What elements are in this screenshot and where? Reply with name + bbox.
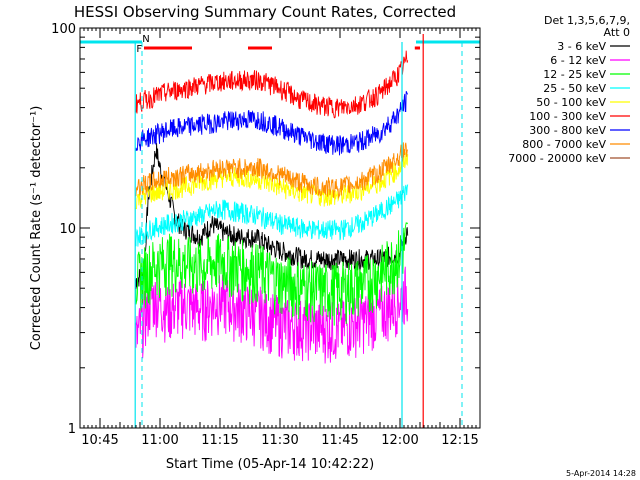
series-line-1 bbox=[135, 266, 409, 364]
x-tick-label: 11:45 bbox=[321, 433, 358, 448]
x-tick-label: 11:30 bbox=[261, 433, 298, 448]
legend-entry-label: 300 - 800 keV bbox=[529, 124, 606, 137]
x-tick-label: 11:15 bbox=[201, 433, 238, 448]
y-tick-label: 1 bbox=[68, 422, 76, 437]
flag-f-label: F bbox=[136, 44, 142, 55]
legend-header-line1: Det 1,3,5,6,7,9, bbox=[544, 14, 630, 27]
x-tick-label: 10:45 bbox=[81, 433, 118, 448]
y-tick-label: 100 bbox=[51, 22, 76, 37]
flag-n-label: N bbox=[142, 34, 149, 45]
y-tick-label: 10 bbox=[59, 222, 76, 237]
plot-area: FN bbox=[80, 34, 480, 428]
legend-entry-label: 100 - 300 keV bbox=[529, 110, 606, 123]
legend-header-line2: Att 0 bbox=[604, 26, 630, 39]
chart-title: HESSI Observing Summary Count Rates, Cor… bbox=[74, 3, 456, 21]
series-line-3 bbox=[135, 184, 409, 247]
series-line-7 bbox=[135, 142, 409, 199]
legend-entry-label: 7000 - 20000 keV bbox=[508, 152, 606, 165]
legend-entry-label: 25 - 50 keV bbox=[543, 82, 606, 95]
axes: 1 10 100 10:45 11:00 11:15 11:30 11:45 12:00 12:1… bbox=[51, 22, 481, 448]
legend-entry-label: 12 - 25 keV bbox=[543, 68, 606, 81]
legend-entry-label: 800 - 7000 keV bbox=[522, 138, 606, 151]
legend-entry-label: 3 - 6 keV bbox=[557, 40, 606, 53]
x-tick-label: 11:00 bbox=[141, 433, 178, 448]
legend-entry-label: 6 - 12 keV bbox=[550, 54, 606, 67]
footer-date: 5-Apr-2014 14:28 bbox=[566, 469, 636, 478]
series-line-6 bbox=[135, 91, 409, 156]
y-axis-label: Corrected Count Rate (s⁻¹ detector⁻¹) bbox=[29, 106, 44, 351]
series-line-2 bbox=[135, 221, 409, 326]
x-tick-label: 12:00 bbox=[381, 433, 418, 448]
legend-entry-label: 50 - 100 keV bbox=[536, 96, 606, 109]
x-axis-label: Start Time (05-Apr-14 10:42:22) bbox=[166, 457, 374, 472]
series-line-5 bbox=[135, 50, 409, 119]
x-tick-label: 12:15 bbox=[441, 433, 478, 448]
